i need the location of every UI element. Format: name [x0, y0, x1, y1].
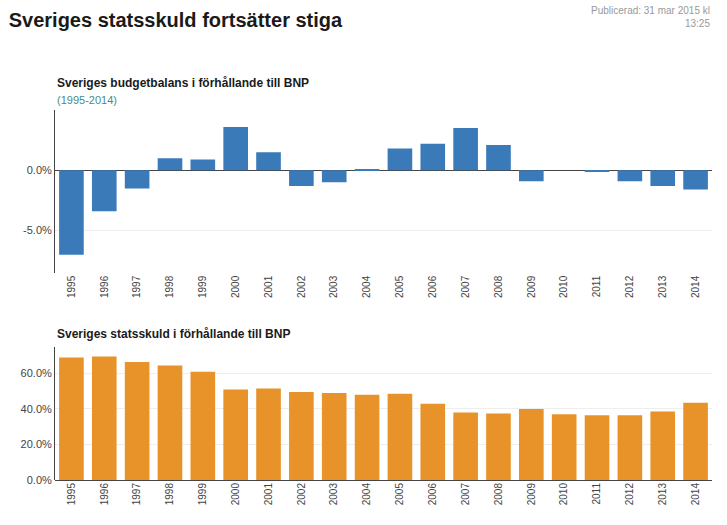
svg-text:2003: 2003: [328, 275, 339, 298]
svg-text:2009: 2009: [526, 275, 537, 298]
svg-text:Sveriges statsskuld fortsätter: Sveriges statsskuld fortsätter stiga: [9, 9, 343, 31]
svg-text:2007: 2007: [460, 483, 471, 506]
svg-text:2008: 2008: [493, 483, 504, 506]
svg-text:1998: 1998: [164, 275, 175, 298]
svg-text:2000: 2000: [230, 483, 241, 506]
svg-text:1999: 1999: [197, 275, 208, 298]
svg-text:0.0%: 0.0%: [27, 164, 52, 176]
svg-text:1997: 1997: [131, 483, 142, 506]
svg-text:2010: 2010: [558, 275, 569, 298]
svg-text:1995: 1995: [66, 275, 77, 298]
svg-text:2012: 2012: [624, 483, 635, 506]
svg-text:2002: 2002: [296, 483, 307, 506]
svg-text:2000: 2000: [230, 275, 241, 298]
svg-text:2004: 2004: [361, 483, 372, 506]
svg-text:40.0%: 40.0%: [21, 403, 52, 415]
svg-text:1998: 1998: [164, 483, 175, 506]
svg-text:1999: 1999: [197, 483, 208, 506]
svg-text:1996: 1996: [99, 275, 110, 298]
svg-text:60.0%: 60.0%: [21, 367, 52, 379]
svg-text:2005: 2005: [394, 483, 405, 506]
svg-text:Publicerad: 31 mar 2015 kl13:2: Publicerad: 31 mar 2015 kl13:25: [591, 5, 710, 29]
svg-text:2010: 2010: [558, 483, 569, 506]
svg-text:1996: 1996: [99, 483, 110, 506]
svg-text:2004: 2004: [361, 275, 372, 298]
svg-text:0.0%: 0.0%: [27, 474, 52, 486]
svg-text:2008: 2008: [493, 275, 504, 298]
svg-text:1995: 1995: [66, 483, 77, 506]
svg-text:Sveriges statsskuld i förhålla: Sveriges statsskuld i förhållande till B…: [57, 327, 290, 341]
svg-text:2003: 2003: [328, 483, 339, 506]
svg-text:2014: 2014: [690, 483, 701, 506]
svg-text:-5.0%: -5.0%: [23, 224, 52, 236]
svg-text:2011: 2011: [591, 483, 602, 505]
svg-text:1997: 1997: [131, 275, 142, 298]
svg-text:2014: 2014: [690, 275, 701, 298]
svg-text:2001: 2001: [263, 483, 274, 506]
svg-text:(1995-2014): (1995-2014): [57, 94, 117, 106]
svg-text:2012: 2012: [624, 275, 635, 298]
svg-text:2007: 2007: [460, 275, 471, 298]
svg-text:2006: 2006: [427, 275, 438, 298]
svg-text:20.0%: 20.0%: [21, 438, 52, 450]
svg-text:2001: 2001: [263, 275, 274, 298]
svg-text:2006: 2006: [427, 483, 438, 506]
svg-text:2011: 2011: [591, 275, 602, 297]
svg-text:2005: 2005: [394, 275, 405, 298]
svg-text:Sveriges budgetbalans i förhål: Sveriges budgetbalans i förhållande till…: [57, 76, 309, 90]
svg-text:2013: 2013: [657, 275, 668, 298]
svg-text:2002: 2002: [296, 275, 307, 298]
svg-text:2009: 2009: [526, 483, 537, 506]
svg-text:2013: 2013: [657, 483, 668, 506]
